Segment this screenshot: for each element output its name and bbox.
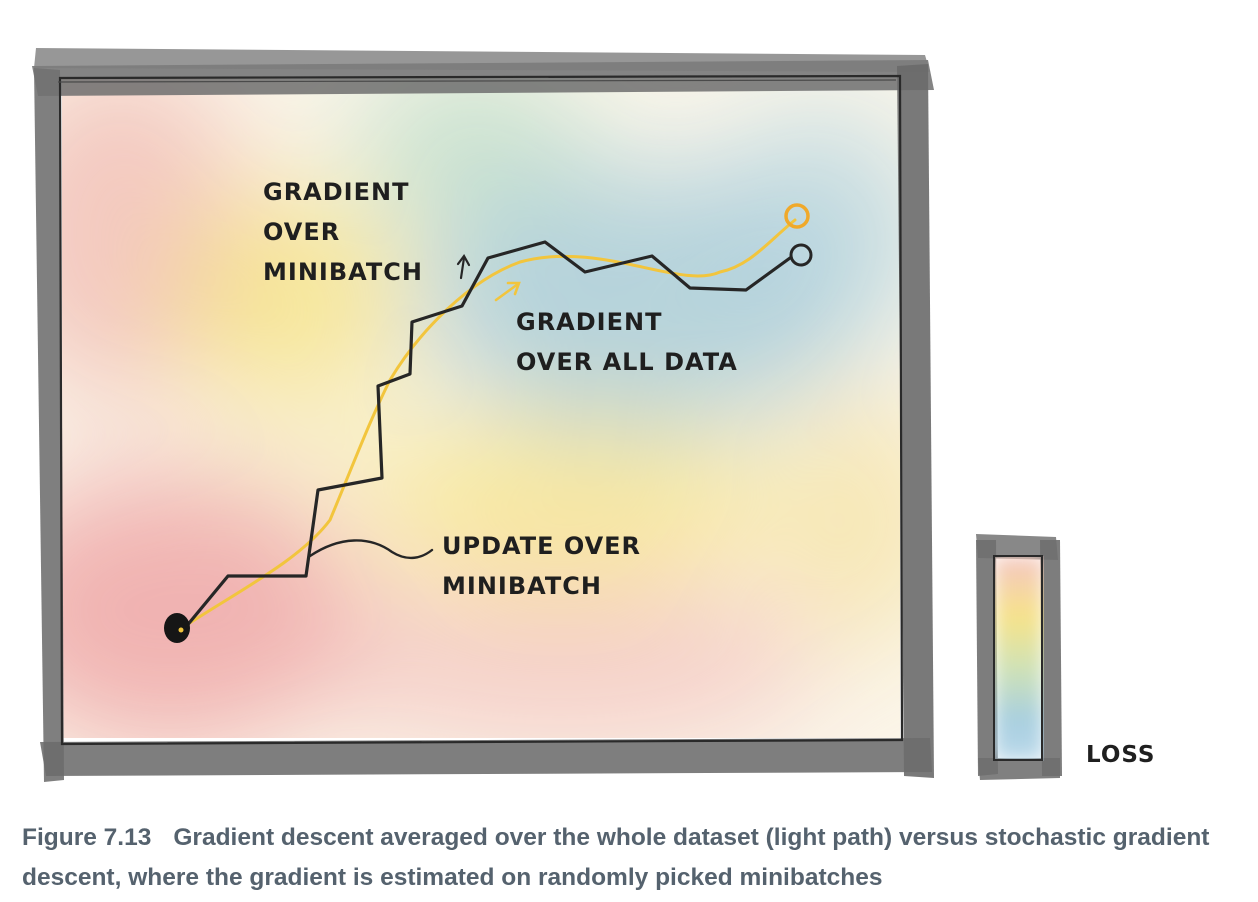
svg-text:UPDATE OVER: UPDATE OVER — [442, 532, 641, 560]
minibatch-gradient-label: GRADIENT OVER MINIBATCH — [263, 178, 423, 286]
svg-text:GRADIENT: GRADIENT — [263, 178, 409, 206]
minibatch-gradient-arrow — [456, 253, 471, 280]
caption-text: Gradient descent averaged over the whole… — [22, 824, 1210, 891]
loss-surface — [62, 78, 900, 738]
svg-text:OVER ALL DATA: OVER ALL DATA — [516, 348, 738, 376]
loss-landscape-figure: GRADIENT OVER MINIBATCH GRADIENT OVER AL… — [32, 48, 1156, 782]
svg-text:OVER: OVER — [263, 218, 340, 246]
plot-frame — [32, 48, 934, 782]
full-gradient-arrow — [494, 281, 521, 302]
svg-text:MINIBATCH: MINIBATCH — [442, 572, 602, 600]
loss-scale — [976, 534, 1062, 780]
full-gradient-label: GRADIENT OVER ALL DATA — [516, 308, 738, 376]
start-point — [164, 613, 190, 643]
svg-text:MINIBATCH: MINIBATCH — [263, 258, 423, 286]
figure-caption: Figure 7.13 Gradient descent averaged ove… — [22, 818, 1247, 898]
figure-number: Figure 7.13 — [22, 824, 152, 851]
update-label: UPDATE OVER MINIBATCH — [442, 532, 641, 600]
gradient-descent-endpoint — [784, 203, 810, 229]
loss-label: LOSS — [1086, 742, 1156, 768]
update-label-pointer — [308, 539, 434, 560]
sgd-path — [183, 240, 792, 630]
sgd-endpoint — [789, 243, 813, 267]
svg-text:GRADIENT: GRADIENT — [516, 308, 662, 336]
